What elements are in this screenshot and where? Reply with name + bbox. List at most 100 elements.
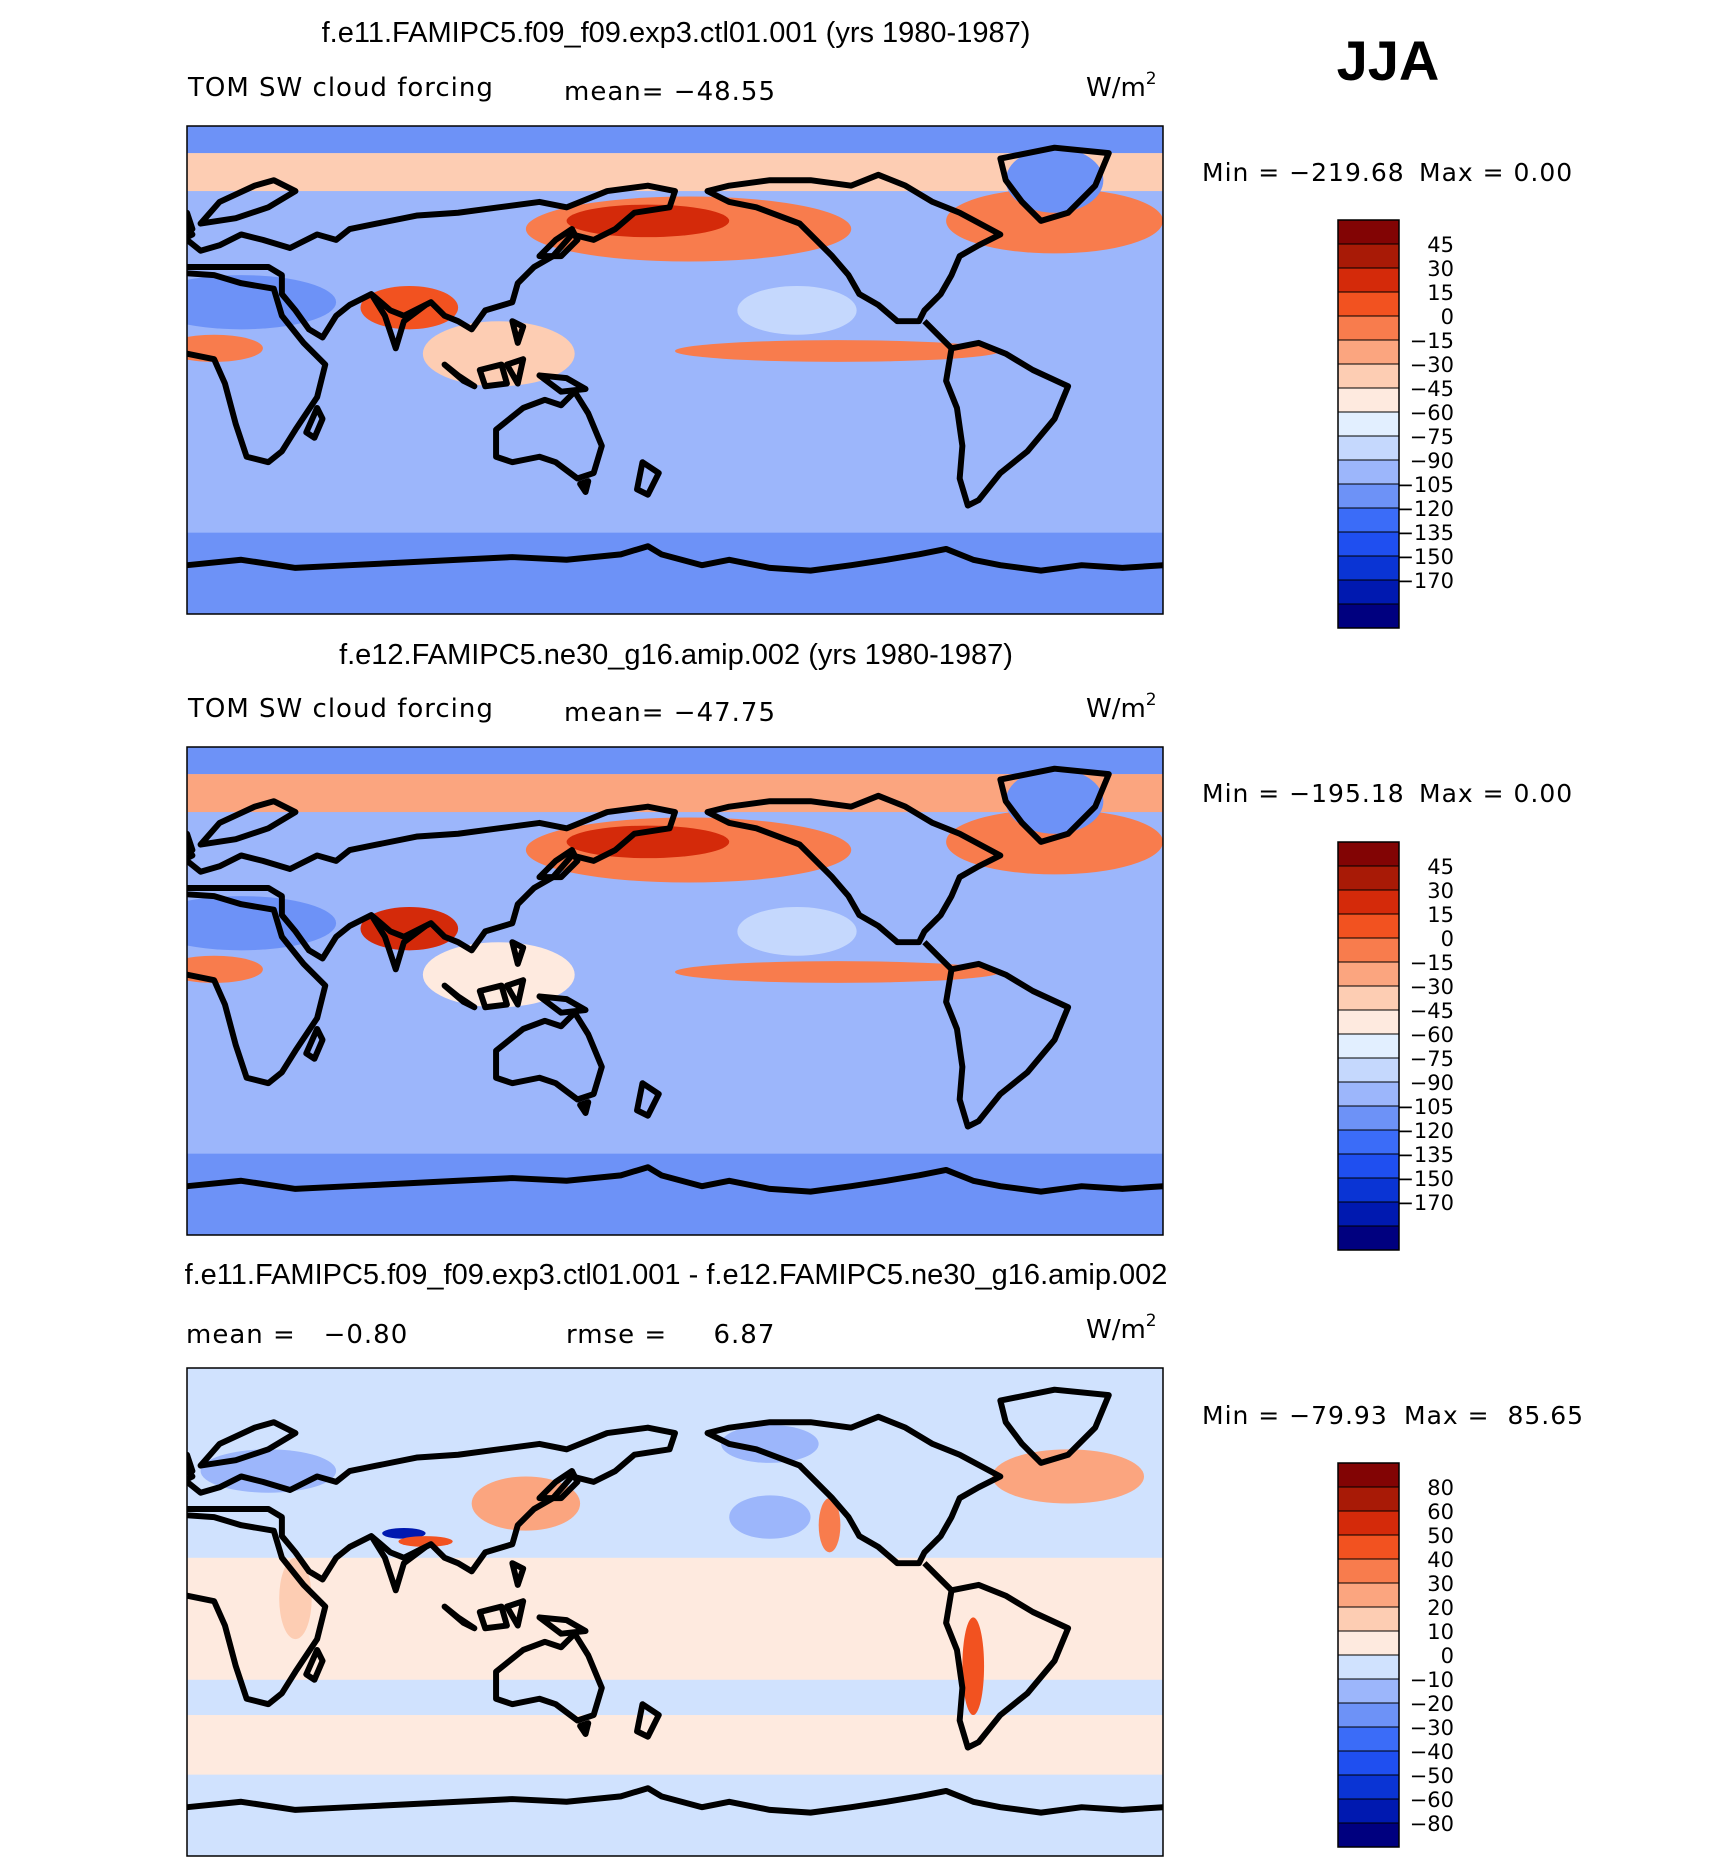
colorbar-swatch	[1337, 363, 1400, 389]
colorbar-swatch	[1337, 961, 1400, 987]
colorbar-swatch	[1337, 531, 1400, 557]
colorbar-tick-label: −60	[1410, 401, 1454, 425]
colorbar-swatch	[1337, 1105, 1400, 1131]
colorbar-swatch	[1337, 1774, 1400, 1800]
field-warm-pool	[422, 321, 575, 387]
colorbar-tick-label: −150	[1396, 1167, 1454, 1191]
panel-2-map	[187, 747, 1163, 1235]
panel-3-mean: mean = −0.80	[186, 1320, 408, 1350]
field-tropics-band	[187, 1557, 1163, 1680]
colorbar-swatch	[1337, 1606, 1400, 1632]
colorbar-tick-label: −150	[1396, 545, 1454, 569]
colorbar-swatch	[1337, 555, 1400, 581]
colorbar-swatch	[1337, 841, 1400, 867]
colorbar-swatch	[1337, 1534, 1400, 1560]
colorbar-tick-label: −120	[1396, 1119, 1454, 1143]
colorbar-swatch	[1337, 1225, 1400, 1251]
panel-1-min: Min = −219.68	[1202, 158, 1405, 187]
colorbar-tick-label: −90	[1410, 449, 1454, 473]
field-tibet-dipole-low	[398, 1536, 453, 1547]
panel-1-colorbar: 4530150−15−30−45−60−75−90−105−120−135−15…	[1337, 219, 1454, 629]
colorbar-swatch	[1337, 1702, 1400, 1728]
season-label: JJA	[1337, 29, 1440, 92]
field-north-atlantic	[992, 1449, 1145, 1504]
field-california-coast	[818, 1498, 841, 1553]
colorbar-tick-label: 50	[1427, 1524, 1454, 1548]
colorbar-tick-label: −75	[1410, 1047, 1454, 1071]
field-subtropical-southern-pacific	[661, 1018, 933, 1073]
colorbar-tick-label: −50	[1410, 1764, 1454, 1788]
colorbar-swatch	[1337, 267, 1400, 293]
panel-1-title: f.e11.FAMIPC5.f09_f09.exp3.ctl01.001 (yr…	[322, 17, 1031, 49]
colorbar-swatch	[1337, 291, 1400, 317]
colorbar-tick-label: −170	[1396, 569, 1454, 593]
panel-2-min: Min = −195.18	[1202, 779, 1405, 808]
colorbar-tick-label: −30	[1410, 975, 1454, 999]
colorbar-swatch	[1337, 579, 1400, 605]
colorbar-tick-label: −80	[1410, 1812, 1454, 1836]
field-southern-midlat-band	[187, 1715, 1163, 1775]
colorbar-tick-label: 30	[1427, 1572, 1454, 1596]
panel-2-units: W/m2	[1086, 690, 1157, 724]
field-ne-pacific-stratocumulus	[737, 285, 857, 335]
colorbar-swatch	[1337, 483, 1400, 509]
panel-2-variable: TOM SW cloud forcing	[187, 694, 494, 724]
colorbar-swatch	[1337, 603, 1400, 629]
colorbar-swatch	[1337, 1726, 1400, 1752]
colorbar-tick-label: 45	[1427, 855, 1454, 879]
field-tibet-dipole-high	[382, 1527, 426, 1539]
colorbar-swatch	[1337, 387, 1400, 413]
field-southern-africa	[214, 1012, 280, 1078]
panel-3: f.e11.FAMIPC5.f09_f09.exp3.ctl01.001 - f…	[185, 1259, 1583, 1857]
colorbar-tick-label: −105	[1396, 1095, 1454, 1119]
colorbar-tick-label: −135	[1396, 1143, 1454, 1167]
field-southern-africa	[214, 391, 280, 457]
colorbar-tick-label: −20	[1410, 1692, 1454, 1716]
colorbar-tick-label: −75	[1410, 425, 1454, 449]
panel-3-title: f.e11.FAMIPC5.f09_f09.exp3.ctl01.001 - f…	[185, 1259, 1168, 1291]
colorbar-swatch	[1337, 1822, 1400, 1848]
colorbar-tick-label: −45	[1410, 999, 1454, 1023]
colorbar-frame	[1337, 1462, 1400, 1848]
colorbar-swatch	[1337, 1798, 1400, 1824]
panel-2-max: Max = 0.00	[1419, 779, 1573, 808]
colorbar-swatch	[1337, 243, 1400, 269]
colorbar-swatch	[1337, 1510, 1400, 1536]
colorbar-swatch	[1337, 315, 1400, 341]
colorbar-tick-label: 80	[1427, 1476, 1454, 1500]
panel-3-units: W/m2	[1086, 1311, 1157, 1345]
colorbar-tick-label: 0	[1441, 305, 1454, 329]
colorbar-tick-label: −60	[1410, 1023, 1454, 1047]
colorbar-swatch	[1337, 339, 1400, 365]
colorbar-tick-label: 45	[1427, 233, 1454, 257]
colorbar-tick-label: 30	[1427, 879, 1454, 903]
colorbar-tick-label: 30	[1427, 257, 1454, 281]
colorbar-swatch	[1337, 1081, 1400, 1107]
colorbar-tick-label: 10	[1427, 1620, 1454, 1644]
panel-3-min: Min = −79.93	[1202, 1401, 1388, 1430]
colorbar-swatch	[1337, 459, 1400, 485]
panel-1: f.e11.FAMIPC5.f09_f09.exp3.ctl01.001 (yr…	[186, 17, 1572, 629]
field-australia	[504, 407, 591, 463]
panel-1-mean: mean= −48.55	[564, 77, 776, 107]
colorbar-swatch	[1337, 1009, 1400, 1035]
field-india-monsoon	[360, 285, 459, 330]
colorbar-swatch	[1337, 1678, 1400, 1704]
field-itcz-east-pacific	[675, 961, 1001, 983]
colorbar-swatch	[1337, 1558, 1400, 1584]
colorbar-swatch	[1337, 937, 1400, 963]
colorbar-swatch	[1337, 1630, 1400, 1656]
panel-3-map	[187, 1368, 1163, 1856]
colorbar-tick-label: 0	[1441, 927, 1454, 951]
field-warm-pool	[422, 942, 575, 1008]
colorbar-tick-label: −15	[1410, 329, 1454, 353]
colorbar-tick-label: 20	[1427, 1596, 1454, 1620]
colorbar-tick-label: −10	[1410, 1668, 1454, 1692]
colorbar-swatch	[1337, 507, 1400, 533]
colorbar-tick-label: 60	[1427, 1500, 1454, 1524]
colorbar-tick-label: −90	[1410, 1071, 1454, 1095]
field-alaska	[721, 1424, 819, 1463]
colorbar-tick-label: −40	[1410, 1740, 1454, 1764]
